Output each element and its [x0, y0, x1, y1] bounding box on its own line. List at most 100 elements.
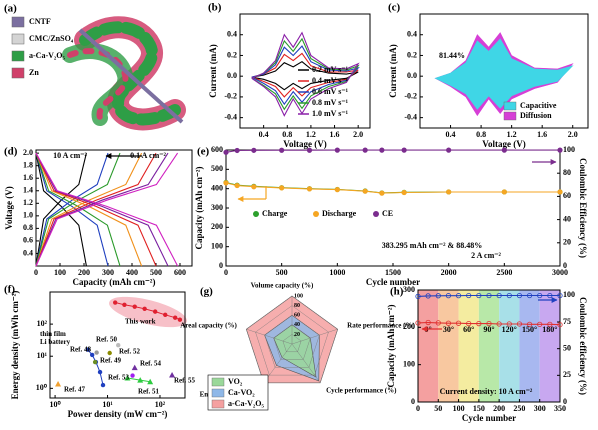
line [251, 31, 360, 117]
marker [466, 292, 472, 299]
y-tick-label: 300 [211, 203, 223, 212]
band [418, 290, 439, 402]
marker [124, 374, 131, 381]
legend-label: Ca-VO₂ [228, 388, 255, 397]
marker [379, 190, 385, 196]
y2-tick-label: 0 [563, 261, 567, 270]
r-tick-label: 100 [294, 293, 303, 299]
y2-tick-label: 50 [563, 343, 571, 352]
legend-label: 0.2 mV s⁻¹ [312, 65, 349, 74]
marker [496, 292, 502, 299]
legend-label: CMC/ZnSO₄ [29, 34, 74, 43]
y-axis-title: Energy density (mWh cm⁻²) [10, 291, 20, 400]
x-axis-title: Cycle number [366, 277, 420, 287]
panel-label: (f) [4, 284, 15, 296]
y-tick-label: 1.4 [23, 186, 33, 195]
marker [94, 350, 99, 355]
annotation: 0.1 A cm⁻² [130, 151, 166, 160]
marker [435, 320, 441, 326]
y-tick-label: -0.4 [224, 112, 237, 121]
panel-label: (a) [4, 3, 17, 15]
marker [234, 182, 240, 189]
y2-tick-label: 0 [563, 397, 567, 406]
y-tick-label: 0 [219, 261, 223, 270]
legend-label: VO₂ [228, 377, 243, 386]
axis-label: Cycle performance (%) [326, 387, 397, 395]
x-tick-label: 1.2 [306, 130, 316, 139]
marker [112, 300, 118, 305]
panel-label: (h) [390, 286, 404, 298]
y-tick-label: 500 [211, 164, 223, 173]
marker [177, 317, 183, 322]
marker [506, 321, 512, 327]
marker [251, 184, 257, 190]
y-tick-label: 0.6 [23, 236, 33, 245]
x-axis-title: Cycle number [462, 413, 516, 423]
marker [85, 347, 90, 352]
line [35, 152, 109, 267]
marker [132, 304, 137, 309]
marker [557, 292, 563, 299]
x-tick-label: 100 [453, 404, 465, 413]
annotation: Current density: 10 A cm⁻² [440, 387, 533, 396]
line [251, 61, 359, 91]
legend-swatch [11, 67, 25, 79]
annotation: 2 A cm⁻² [471, 251, 501, 260]
x-tick-label: 350 [554, 404, 566, 413]
marker [496, 321, 502, 327]
x-tick-label: 3000 [552, 268, 568, 277]
legend-swatch [503, 111, 517, 121]
marker [537, 292, 543, 299]
y-tick-label: 600 [211, 145, 223, 154]
marker [142, 306, 147, 311]
y2-tick-label: 60 [563, 191, 571, 200]
y2-axis-title: Coulombic efficiency (%) [578, 297, 588, 395]
marker [251, 147, 257, 153]
spoke [263, 343, 293, 383]
y-tick-label: 0.8 [23, 223, 33, 232]
x-axis-title: Voltage (V) [482, 139, 525, 149]
line [35, 152, 179, 267]
marker [501, 147, 507, 153]
grid-line [273, 324, 311, 360]
x-tick-label: 2500 [496, 268, 512, 277]
series-label: Ref. 54 [140, 360, 161, 368]
line [35, 152, 169, 267]
x-axis-title: Power density (mW cm⁻²) [68, 409, 168, 419]
marker [446, 147, 452, 153]
marker [362, 147, 368, 153]
x-tick-label: 600 [174, 268, 186, 277]
legend-label: 0.4 mV s⁻¹ [312, 76, 349, 85]
plot-frame [239, 13, 371, 129]
y2-tick-label: 40 [563, 214, 571, 223]
x-tick-label: 300 [102, 268, 114, 277]
y-tick-label: 0 [411, 397, 415, 406]
y-tick-label: 0.4 [227, 30, 237, 39]
series-label: Ref. 50 [96, 336, 117, 344]
legend-swatch [313, 211, 319, 217]
y-tick-label: -0.2 [224, 92, 237, 101]
series-label: Ref. 49 [100, 357, 121, 365]
marker [486, 292, 492, 299]
annotation: 383.295 mAh cm⁻² & 88.48% [382, 241, 482, 250]
marker [425, 319, 431, 326]
band [458, 290, 479, 402]
y-tick-label: 2.0 [23, 148, 33, 157]
marker [279, 185, 285, 191]
marker [55, 380, 62, 387]
marker [334, 187, 340, 193]
x-tick-label: 1.2 [507, 130, 517, 139]
series-label: Ref. 47 [64, 386, 85, 394]
line [417, 321, 561, 326]
illustration: (a) [4, 3, 186, 131]
marker [107, 350, 112, 356]
x-tick-label: 10¹ [102, 400, 113, 409]
legend-swatch [11, 16, 25, 28]
legend-swatch [373, 211, 379, 217]
x-tick-label: 0 [224, 268, 228, 277]
y-tick-label: -0.4 [404, 112, 417, 121]
y-tick-label: 0.4 [407, 30, 417, 39]
x-tick-label: 250 [513, 404, 525, 413]
panel-label: (g) [200, 286, 213, 298]
spoke [291, 328, 338, 345]
